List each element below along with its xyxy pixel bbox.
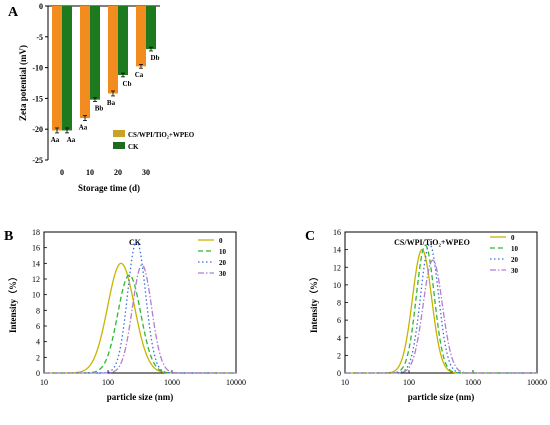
- y-tick-label: 0: [337, 369, 341, 378]
- y-tick-label: 18: [32, 228, 40, 237]
- y-tick-label: 4: [337, 334, 341, 343]
- panel-a-y-tick-label: -20: [32, 125, 43, 134]
- legend-label: 20: [511, 256, 519, 264]
- x-tick-label: 10000: [527, 378, 547, 387]
- y-axis-label: Intensity（%）: [309, 272, 319, 333]
- significance-letter: Aa: [67, 136, 76, 144]
- legend-label: 30: [219, 270, 227, 278]
- bar-ck-10: [90, 6, 100, 100]
- x-tick-label: 1000: [465, 378, 481, 387]
- panel-a-y-tick-label: -10: [32, 64, 43, 73]
- panel-a-x-tick-label: 0: [60, 168, 64, 177]
- x-axis-label: particle size (nm): [408, 392, 474, 402]
- panel-label: B: [4, 229, 13, 244]
- y-tick-label: 2: [36, 353, 40, 362]
- chart-title: CK: [129, 238, 142, 247]
- series-line-10: [44, 274, 236, 374]
- y-tick-label: 6: [337, 316, 341, 325]
- significance-letter: Bb: [95, 104, 104, 112]
- x-axis-label: particle size (nm): [107, 392, 173, 402]
- plot-frame: [344, 231, 538, 374]
- panel-label: C: [305, 229, 315, 244]
- bar-cswpitiowpeo-30: [136, 6, 146, 67]
- x-tick-label: 10000: [226, 378, 246, 387]
- y-tick-label: 10: [32, 291, 40, 300]
- y-tick-label: 8: [337, 299, 341, 308]
- panel-a-x-tick-label: 30: [142, 168, 150, 177]
- significance-letter: Aa: [79, 124, 88, 132]
- x-tick-label: 100: [403, 378, 415, 387]
- x-tick-label: 1000: [164, 378, 180, 387]
- significance-letter: Db: [151, 54, 160, 62]
- y-tick-label: 2: [337, 351, 341, 360]
- bar-ck-30: [146, 6, 156, 50]
- series-line-30: [44, 264, 236, 374]
- panel-a-legend: CS/WPI/TiO₂+WPEO CK: [113, 130, 195, 151]
- y-tick-label: 12: [32, 275, 40, 284]
- y-tick-label: 4: [36, 338, 40, 347]
- legend-label: 0: [219, 237, 223, 245]
- significance-letter: Aa: [51, 136, 60, 144]
- legend-swatch: [113, 142, 125, 149]
- panel-a-y-tick-label: -25: [32, 156, 43, 165]
- y-tick-label: 14: [32, 259, 40, 268]
- panel-a-y-tick-label: -15: [32, 94, 43, 103]
- x-tick-label: 100: [102, 378, 114, 387]
- legend-label: CK: [128, 143, 139, 151]
- plot-frame: [43, 231, 237, 374]
- panel-a-label: A: [8, 5, 19, 20]
- legend-label: 20: [219, 259, 227, 267]
- significance-letter: Ba: [107, 99, 116, 107]
- y-tick-label: 12: [333, 263, 341, 272]
- panel-a-y-tick-label: 0: [39, 2, 43, 11]
- y-tick-label: 14: [333, 246, 341, 255]
- legend-label: 0: [511, 234, 515, 242]
- panel-a-x-tick-label: 20: [114, 168, 122, 177]
- significance-letter: Ca: [135, 71, 144, 79]
- bar-cswpitiowpeo-20: [108, 6, 118, 94]
- panel-a-x-tick-label: 10: [86, 168, 94, 177]
- panel-a-y-label: Zeta potential (mV): [18, 45, 28, 121]
- y-axis-label: Intensity（%）: [8, 272, 18, 333]
- series-line-0: [345, 249, 537, 374]
- legend-swatch: [113, 130, 125, 137]
- panel-a-y-tick-label: -5: [36, 33, 43, 42]
- chart-title: CS/WPI/TiO₂+WPEO: [394, 238, 470, 247]
- y-tick-label: 0: [36, 369, 40, 378]
- x-tick-label: 10: [341, 378, 349, 387]
- series-line-30: [345, 259, 537, 374]
- y-tick-label: 16: [333, 228, 341, 237]
- legend-label: CS/WPI/TiO₂+WPEO: [128, 131, 195, 139]
- bar-cswpitiowpeo-10: [80, 6, 90, 119]
- y-tick-label: 6: [36, 322, 40, 331]
- legend-label: 30: [511, 267, 519, 275]
- y-tick-label: 8: [36, 306, 40, 315]
- series-line-20: [44, 240, 236, 374]
- bar-ck-20: [118, 6, 128, 75]
- legend-label: 10: [511, 245, 519, 253]
- y-tick-label: 10: [333, 281, 341, 290]
- x-tick-label: 10: [40, 378, 48, 387]
- y-tick-label: 16: [32, 244, 40, 253]
- series-line-0: [44, 262, 236, 374]
- bar-cswpitiowpeo-0: [52, 6, 62, 131]
- legend-label: 10: [219, 248, 227, 256]
- significance-letter: Cb: [123, 80, 132, 88]
- bar-ck-0: [62, 6, 72, 131]
- panel-a-x-label: Storage time (d): [78, 183, 140, 193]
